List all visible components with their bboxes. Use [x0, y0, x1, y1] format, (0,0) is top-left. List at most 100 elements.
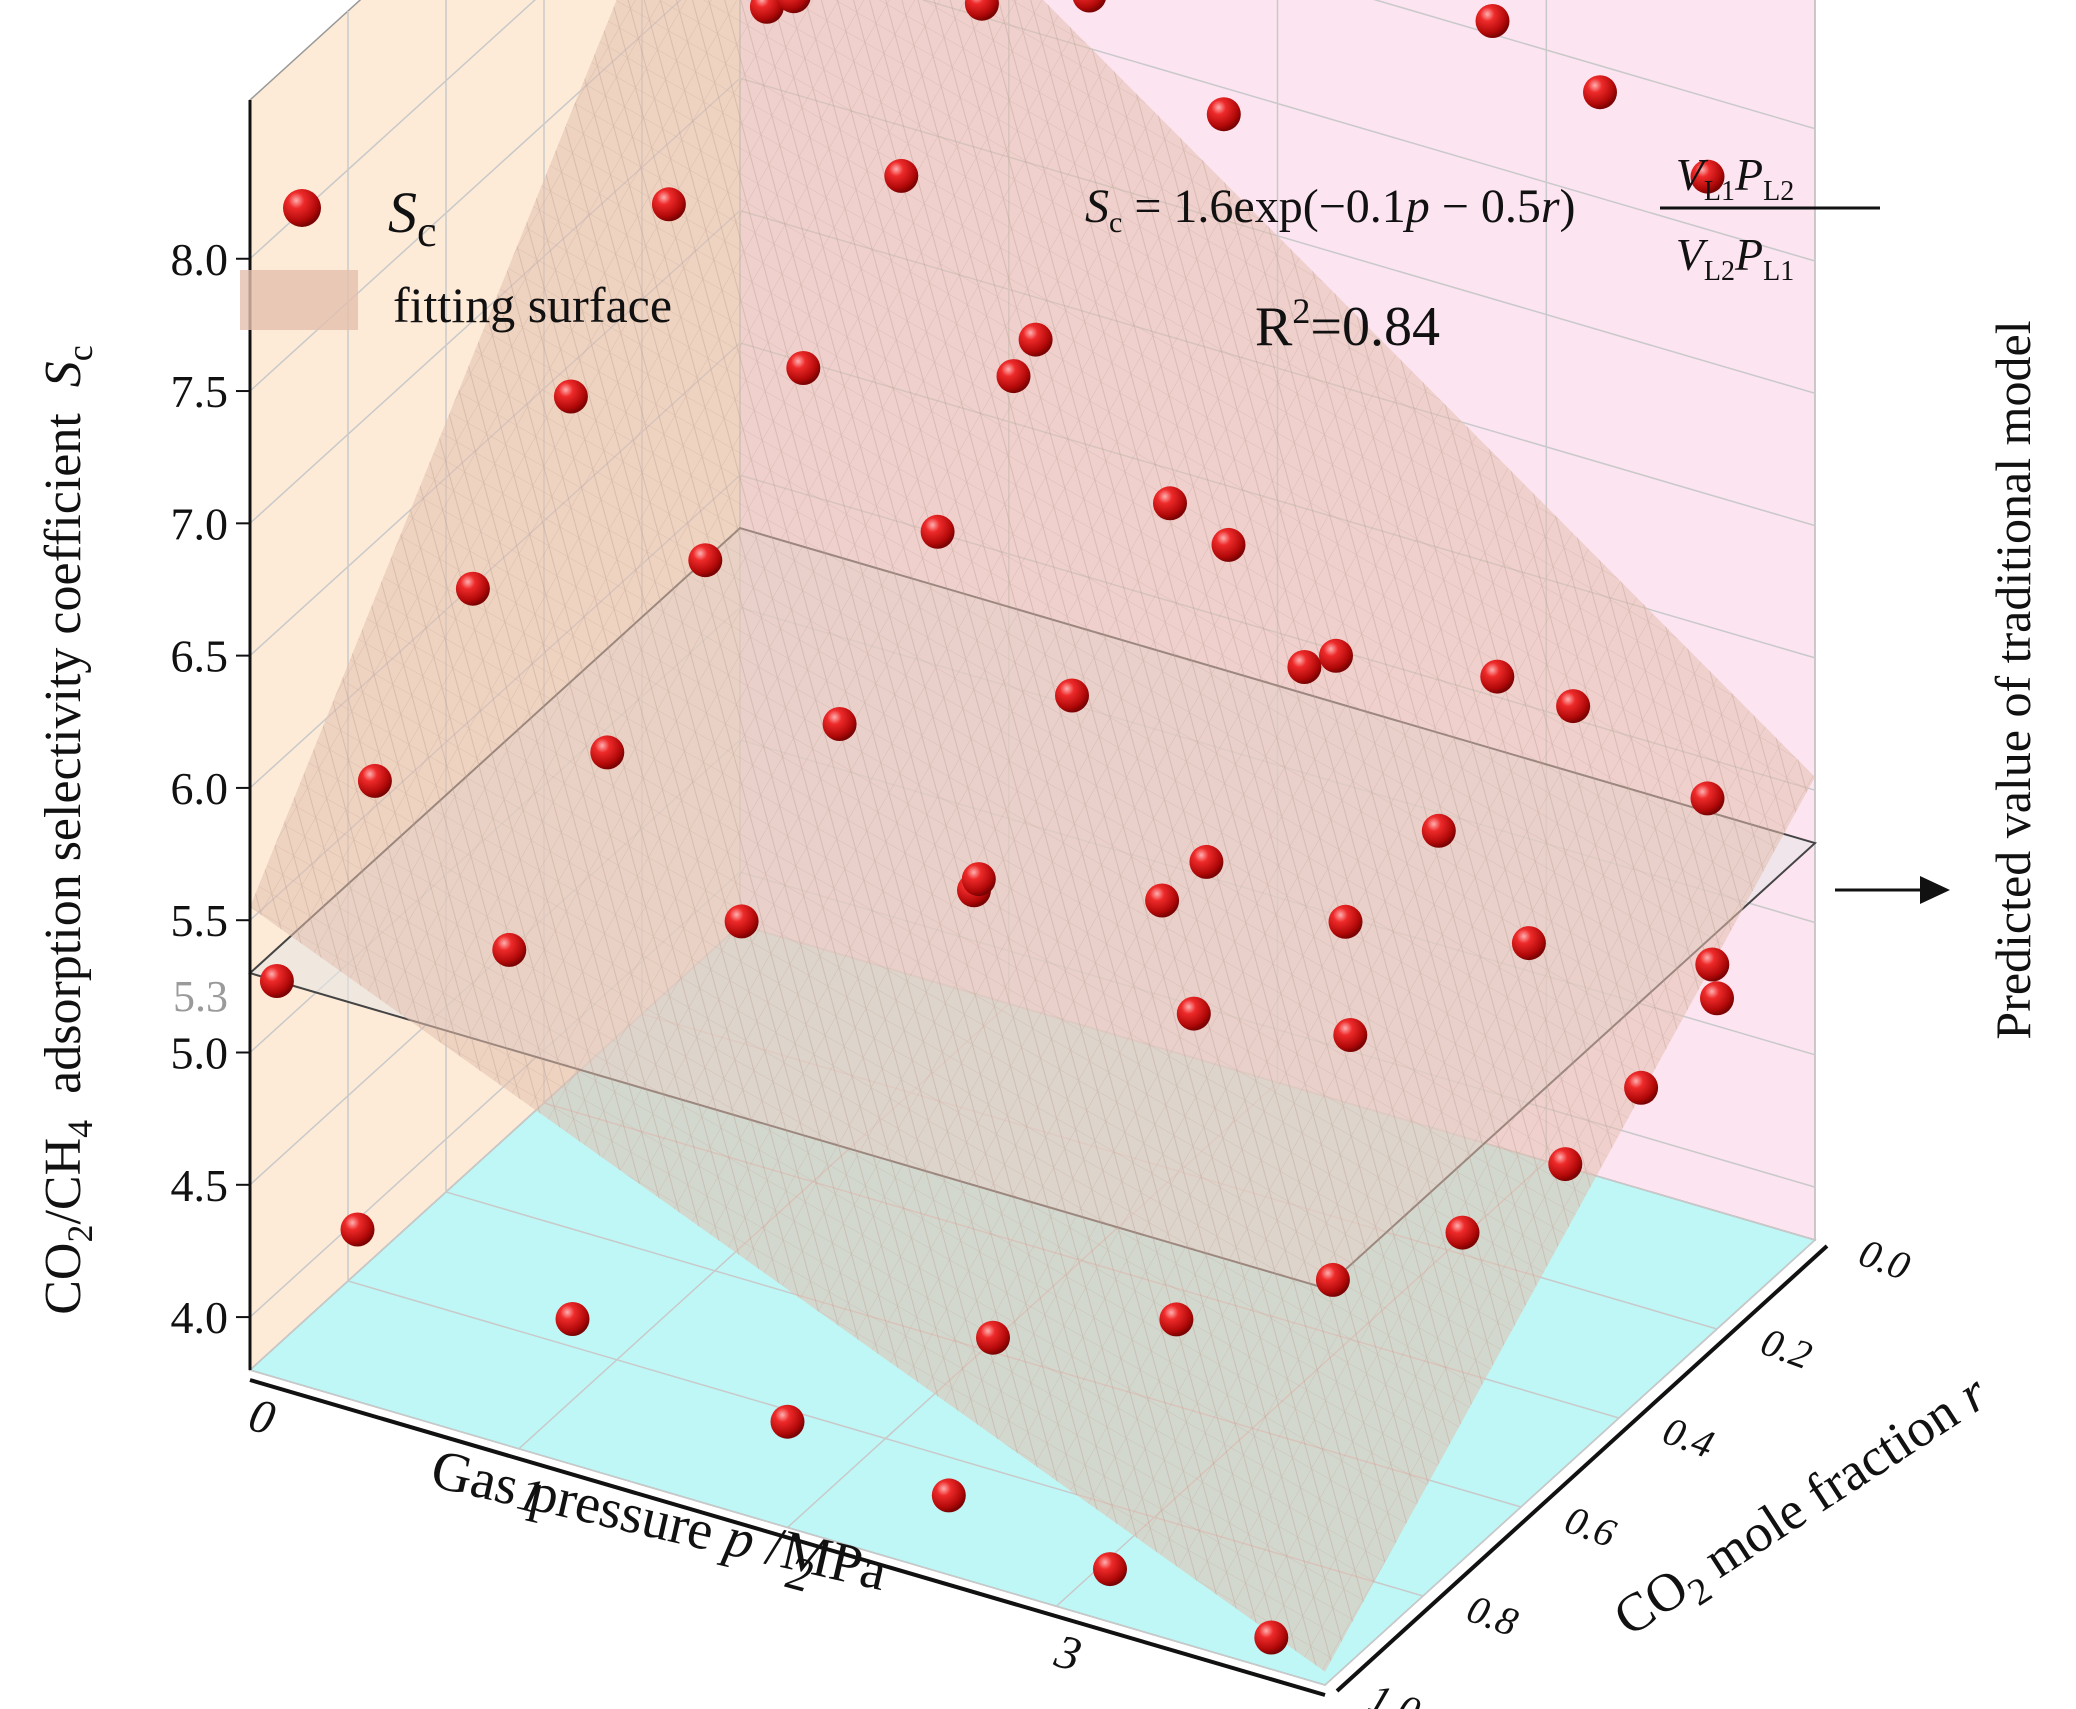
equation-lhs: Sc = 1.6exp(−0.1p − 0.5r) [1085, 180, 1576, 239]
data-point [1145, 883, 1180, 918]
data-point [1548, 1147, 1583, 1182]
data-point [340, 1212, 375, 1247]
data-point [590, 735, 625, 770]
equation-denominator: VL2PL1 [1676, 229, 1794, 287]
x-tick-label: 4 [1319, 1703, 1356, 1709]
data-point [357, 763, 392, 798]
num-v-sub: L1 [1704, 176, 1735, 207]
data-point [1189, 844, 1224, 879]
data-point [688, 543, 723, 578]
data-point [777, 0, 811, 14]
y-tick-label: 0.4 [1657, 1408, 1719, 1467]
data-point [1333, 1018, 1368, 1052]
r-squared-label: R [1255, 296, 1293, 358]
z-axis-title-co: CO [35, 1243, 92, 1315]
data-points [259, 0, 1734, 1655]
data-point [492, 932, 527, 967]
data-point [1055, 678, 1089, 713]
fitting-surface [250, 0, 1815, 1672]
z-axis-title-var-sub: c [60, 345, 100, 361]
legend-surface-swatch [240, 270, 358, 330]
den-v: V [1676, 229, 1709, 280]
equation-p: p [1403, 180, 1430, 233]
data-point [1328, 904, 1363, 939]
data-point [976, 1320, 1010, 1355]
reference-plane-label: 5.3 [173, 972, 228, 1021]
fit-equation: Sc = 1.6exp(−0.1p − 0.5r) VL1PL2 VL2PL1 … [1085, 149, 1880, 358]
data-point [964, 0, 999, 21]
r-squared-sup: 2 [1292, 291, 1310, 331]
legend-points-label: Sc [388, 180, 437, 256]
data-point [770, 1404, 805, 1439]
data-point [724, 904, 759, 939]
y-axis-title-prefix: CO [1603, 1556, 1699, 1647]
data-point [455, 571, 490, 606]
y-axis-title-suffix: mole fraction [1682, 1374, 1980, 1597]
data-point [920, 514, 955, 549]
data-point [1480, 659, 1515, 694]
equation-r: r [1541, 180, 1560, 233]
y-tick-label: 0.8 [1461, 1586, 1523, 1645]
data-point [1695, 947, 1730, 982]
data-point [1176, 996, 1211, 1031]
data-point [1583, 75, 1617, 110]
data-point [1445, 1215, 1480, 1250]
data-point [1159, 1302, 1194, 1337]
equation-rhs: = 1.6exp(−0.1 [1122, 180, 1405, 233]
data-point [1690, 159, 1725, 194]
data-point [749, 0, 784, 24]
x-tick-label: 3 [1049, 1624, 1087, 1682]
num-v: V [1676, 149, 1709, 200]
z-tick-label: 7.5 [171, 366, 229, 417]
y-tick-label: 0.6 [1559, 1497, 1621, 1556]
data-point [555, 1302, 590, 1336]
z-tick-label: 5.5 [171, 895, 229, 946]
data-point [884, 158, 919, 193]
legend-surface-label: fitting surface [393, 277, 672, 333]
z-axis-title-rest: adsorption selectivity coefficient [35, 387, 92, 1120]
z-gridline [249, 0, 1816, 392]
data-point [1315, 1262, 1350, 1297]
arrow-head [1920, 876, 1950, 904]
data-point [259, 964, 294, 998]
data-point [1073, 0, 1106, 13]
den-p: P [1734, 229, 1763, 280]
y-gridline [347, 11, 1424, 1597]
data-point [1475, 4, 1510, 38]
z-axis-title-sub2: 4 [60, 1120, 100, 1138]
x-axis-line [249, 1378, 1326, 1697]
right-axis-title: Predicted value of traditional model [1985, 320, 2041, 1039]
y-tick-label: 0.2 [1755, 1319, 1817, 1378]
data-point [1287, 650, 1322, 684]
legend-points-sub: c [417, 207, 437, 256]
data-point [1254, 1620, 1289, 1655]
y-tick-label: 0.0 [1853, 1230, 1915, 1289]
z-gridline [249, 0, 1816, 260]
data-point [931, 1478, 966, 1513]
data-point [553, 379, 588, 414]
data-point [1511, 926, 1546, 961]
data-point [822, 707, 857, 741]
r-squared: R2=0.84 [1255, 291, 1440, 358]
data-point [1211, 527, 1246, 562]
legend-point-marker [283, 189, 321, 227]
z-tick-label: 6.5 [171, 631, 229, 682]
data-point [1624, 1070, 1659, 1105]
den-p-sub: L1 [1763, 256, 1794, 287]
z-tick-label: 5.0 [171, 1028, 229, 1079]
z-tick-label: 4.5 [171, 1160, 229, 1211]
equation-lhs-sub: c [1109, 206, 1122, 239]
data-point [786, 351, 821, 385]
z-axis-title-sub1: 2 [60, 1225, 100, 1243]
data-point [961, 862, 996, 897]
data-point [1206, 97, 1241, 132]
data-point [1556, 689, 1591, 724]
y-tick-label: 1.0 [1363, 1675, 1425, 1709]
data-point [1093, 1552, 1127, 1587]
predicted-arrow [1835, 876, 1950, 904]
data-point [1018, 322, 1053, 357]
y-axis-line [1335, 1244, 1829, 1693]
num-p-sub: L2 [1763, 176, 1794, 207]
equation-close: ) [1560, 180, 1576, 233]
x-tick-label: 0 [244, 1388, 281, 1445]
